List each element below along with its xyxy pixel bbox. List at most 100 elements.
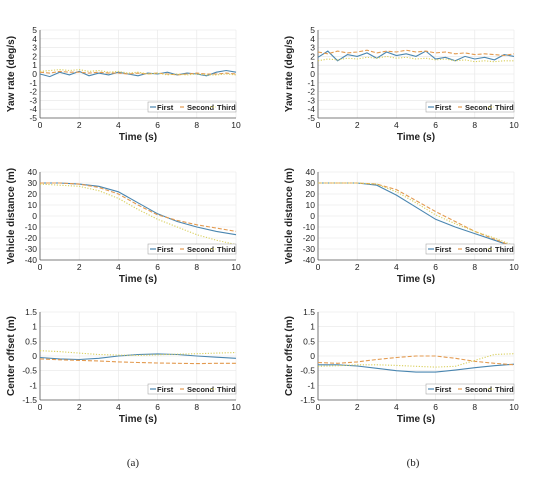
y-tick-label: -3: [307, 95, 315, 105]
y-tick-label: 4: [32, 34, 37, 44]
legend-label-second: Second: [187, 103, 215, 112]
legend-box: [147, 101, 237, 113]
x-tick-label: 0: [316, 402, 321, 412]
x-tick-label: 10: [231, 402, 241, 412]
plot-a-2: 0 2 4 6 8 10 -1.5 -1 -0.5 0 0.5 1 1.5 Time (s) Center …: [6, 307, 241, 425]
y-tick-label: 5: [310, 25, 315, 35]
y-tick-label: -5: [307, 113, 315, 123]
legend-label-third: Third: [217, 103, 236, 112]
legend-label-third: Third: [217, 245, 236, 254]
y-tick-label: 30: [306, 178, 316, 188]
y-axis-label: Center offset (m): [6, 316, 17, 396]
y-tick-label: 1.5: [303, 307, 315, 317]
plot-b-2: 0 2 4 6 8 10 -1.5 -1 -0.5 0 0.5 1 1.5 Time (s) Center …: [284, 307, 519, 425]
legend-label-second: Second: [187, 245, 215, 254]
x-tick-label: 0: [316, 262, 321, 272]
y-tick-label: 5: [32, 25, 37, 35]
y-tick-label: -1: [307, 78, 315, 88]
y-axis-label: Vehicle distance (m): [6, 168, 17, 264]
x-tick-label: 8: [194, 120, 199, 130]
y-tick-label: 0.5: [303, 336, 315, 346]
y-tick-label: -20: [303, 233, 316, 243]
legend-label-first: First: [435, 103, 452, 112]
y-tick-label: 10: [306, 200, 316, 210]
x-tick-label: 0: [38, 262, 43, 272]
series-line-third: [317, 55, 514, 63]
y-tick-label: 2: [310, 51, 315, 61]
y-tick-label: -40: [25, 255, 38, 265]
y-tick-label: 0: [32, 351, 37, 361]
legend-label-second: Second: [187, 385, 215, 394]
series-line-third: [39, 350, 237, 356]
x-tick-label: 10: [231, 262, 241, 272]
legend-box: [147, 383, 237, 395]
y-tick-label: -30: [303, 244, 316, 254]
y-tick-label: -1: [29, 78, 37, 88]
y-axis-label: Yaw rate (deg/s): [284, 36, 295, 112]
y-tick-label: -1.5: [300, 395, 315, 405]
x-tick-label: 0: [316, 120, 321, 130]
series-line-first: [318, 363, 515, 373]
legend-label-third: Third: [217, 385, 236, 394]
legend-box: [425, 383, 515, 395]
x-axis-label: Time (s): [397, 414, 435, 425]
y-tick-label: 0: [32, 69, 37, 79]
y-axis-label: Yaw rate (deg/s): [6, 36, 17, 112]
legend-label-second: Second: [465, 245, 493, 254]
legend-label-first: First: [435, 385, 452, 394]
x-tick-label: 8: [194, 402, 199, 412]
legend-label-third: Third: [495, 103, 514, 112]
x-tick-label: 4: [394, 402, 399, 412]
series-line-second: [317, 49, 515, 57]
y-tick-label: 0: [310, 351, 315, 361]
series-line-first: [39, 353, 237, 361]
legend-label-first: First: [157, 103, 174, 112]
y-tick-label: -10: [303, 222, 316, 232]
y-tick-label: 20: [28, 189, 38, 199]
y-axis-label: Center offset (m): [284, 316, 295, 396]
y-tick-label: 4: [310, 34, 315, 44]
x-tick-label: 6: [433, 120, 438, 130]
y-tick-label: -5: [29, 113, 37, 123]
y-tick-label: 0: [310, 211, 315, 221]
y-tick-label: -2: [307, 87, 315, 97]
x-tick-label: 2: [77, 262, 82, 272]
y-tick-label: 20: [306, 189, 316, 199]
y-tick-label: -10: [25, 222, 38, 232]
x-axis-label: Time (s): [397, 274, 435, 285]
y-tick-label: -2: [29, 87, 37, 97]
y-tick-label: 1: [32, 60, 37, 70]
legend-label-third: Third: [495, 245, 514, 254]
x-tick-label: 6: [433, 402, 438, 412]
y-tick-label: 1: [310, 60, 315, 70]
y-tick-label: -0.5: [22, 366, 37, 376]
y-tick-label: 3: [32, 43, 37, 53]
y-tick-label: -30: [25, 244, 38, 254]
y-tick-label: 2: [32, 51, 37, 61]
series-line-first: [318, 182, 515, 248]
series-line-first: [317, 50, 515, 62]
x-tick-label: 10: [509, 402, 519, 412]
x-tick-label: 10: [509, 262, 519, 272]
legend-label-first: First: [435, 245, 452, 254]
y-tick-label: -3: [29, 95, 37, 105]
series-line-second: [317, 355, 515, 366]
series-line-second: [39, 358, 236, 365]
y-tick-label: -1: [307, 380, 315, 390]
x-tick-label: 2: [77, 120, 82, 130]
y-tick-label: 40: [28, 167, 38, 177]
y-tick-label: 0: [310, 69, 315, 79]
y-tick-label: -0.5: [300, 366, 315, 376]
y-tick-label: -20: [25, 233, 38, 243]
x-tick-label: 6: [155, 402, 160, 412]
x-axis-label: Time (s): [397, 132, 435, 143]
y-tick-label: -1: [29, 380, 37, 390]
x-axis-label: Time (s): [119, 414, 157, 425]
series-line-second: [40, 182, 237, 232]
y-tick-label: 30: [28, 178, 38, 188]
series-line-second: [39, 70, 237, 76]
series-line-third: [317, 353, 515, 368]
